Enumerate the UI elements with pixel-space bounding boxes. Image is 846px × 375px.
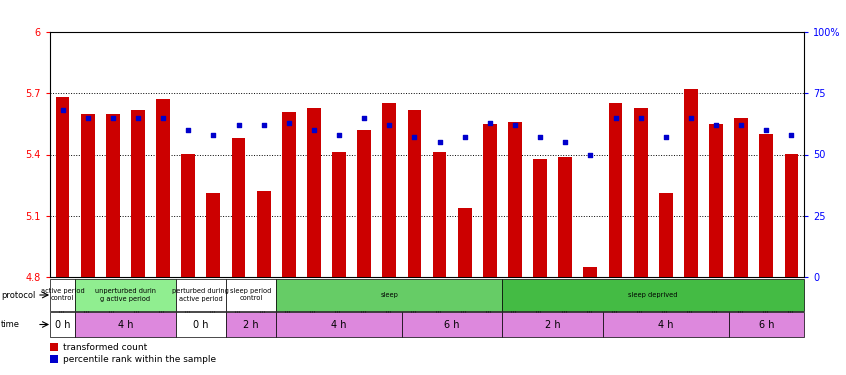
Bar [584,267,597,277]
Bar [75,279,176,311]
Bar [728,312,804,337]
Bar [80,114,95,277]
Bar [432,153,447,277]
Text: 4 h: 4 h [658,320,673,330]
Text: 2 h: 2 h [545,320,561,330]
Bar [634,108,647,277]
Bar [226,279,276,311]
Bar [106,114,120,277]
Text: unperturbed durin
g active period: unperturbed durin g active period [95,288,156,302]
Bar [784,154,799,277]
Point [634,115,647,121]
Bar [50,343,58,351]
Bar [533,159,547,277]
Bar [603,312,728,337]
Point [584,152,597,157]
Bar [734,118,748,277]
Bar [206,193,220,277]
Bar [307,108,321,277]
Text: perturbed during
active period: perturbed during active period [173,288,229,302]
Bar [508,122,522,277]
Point [232,122,245,128]
Text: 4 h: 4 h [332,320,347,330]
Bar [50,312,75,337]
Bar [408,110,421,277]
Bar [608,104,623,277]
Point [382,122,396,128]
Point [408,134,421,140]
Point [206,132,220,138]
Text: 6 h: 6 h [444,320,460,330]
Text: 0 h: 0 h [55,320,70,330]
Bar [402,312,503,337]
Bar [232,138,245,277]
Text: sleep period
control: sleep period control [230,288,272,302]
Bar [276,279,503,311]
Point [81,115,95,121]
Point [458,134,471,140]
Point [734,122,748,128]
Text: 6 h: 6 h [759,320,774,330]
Bar [256,191,271,277]
Bar [458,208,471,277]
Point [157,115,170,121]
Bar [131,110,145,277]
Bar [282,112,296,277]
Text: time: time [1,320,19,329]
Bar [176,312,226,337]
Bar [56,98,69,277]
Bar [332,153,346,277]
Bar [659,193,673,277]
Point [533,134,547,140]
Point [659,134,673,140]
Point [558,139,572,145]
Point [508,122,522,128]
Bar [503,279,804,311]
Bar [157,99,170,277]
Point [483,120,497,126]
Bar [50,355,58,363]
Point [181,127,195,133]
Text: percentile rank within the sample: percentile rank within the sample [63,354,216,363]
Point [609,115,623,121]
Bar [75,312,176,337]
Bar [226,312,276,337]
Text: transformed count: transformed count [63,342,147,351]
Text: active period
control: active period control [41,288,85,302]
Point [257,122,271,128]
Point [282,120,295,126]
Text: protocol: protocol [1,291,36,300]
Bar [684,89,698,277]
Point [684,115,698,121]
Point [357,115,371,121]
Point [760,127,773,133]
Text: sleep deprived: sleep deprived [629,292,678,298]
Bar [50,279,75,311]
Bar [176,279,226,311]
Bar [760,134,773,277]
Point [433,139,447,145]
Bar [503,312,603,337]
Bar [382,104,396,277]
Point [106,115,119,121]
Point [332,132,346,138]
Bar [357,130,371,277]
Text: 0 h: 0 h [193,320,209,330]
Text: 2 h: 2 h [244,320,259,330]
Text: 4 h: 4 h [118,320,133,330]
Bar [558,156,572,277]
Text: sleep: sleep [381,292,398,298]
Point [785,132,799,138]
Point [709,122,722,128]
Bar [276,312,402,337]
Bar [709,124,723,277]
Point [307,127,321,133]
Point [56,107,69,113]
Bar [181,154,195,277]
Point [131,115,145,121]
Bar [483,124,497,277]
